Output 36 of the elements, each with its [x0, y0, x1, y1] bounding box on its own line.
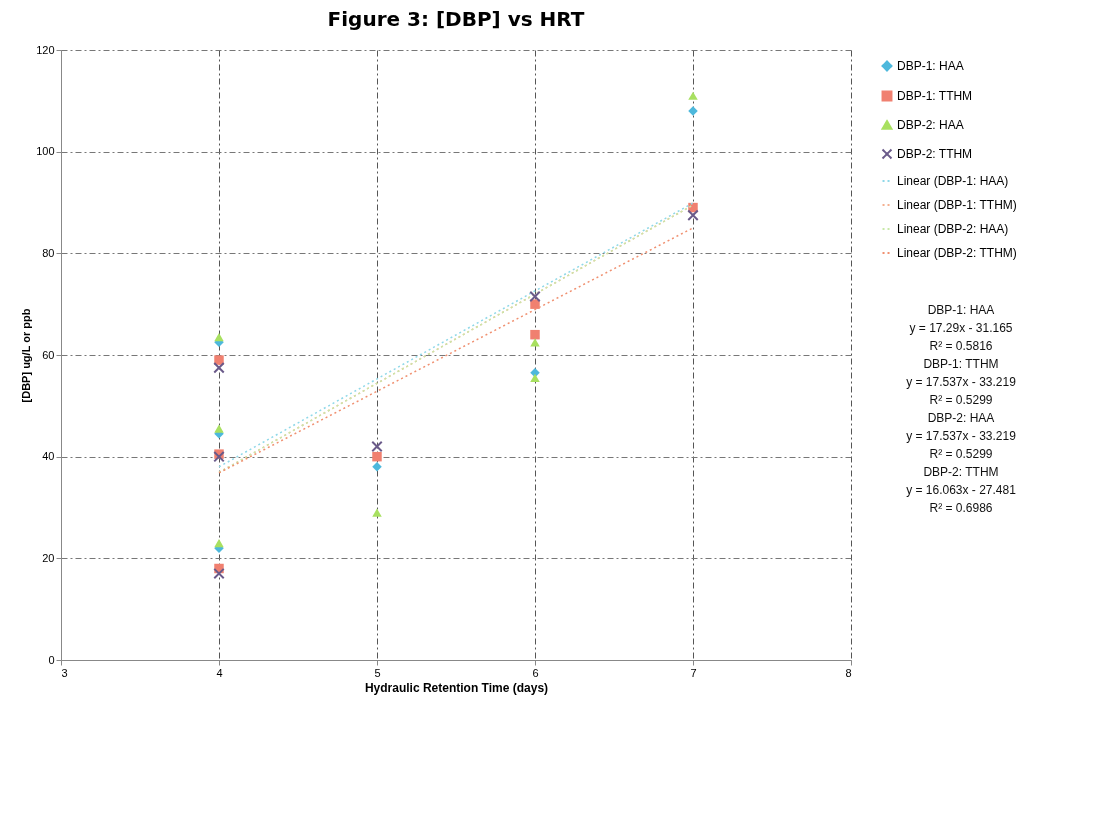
text: R² = 0.5299 — [929, 393, 993, 407]
y-tick-label: 40 — [42, 450, 55, 463]
y-axis-title: [DBP] ug/L or ppb — [20, 308, 33, 403]
legend-label: DBP-2: HAA — [897, 118, 964, 132]
x-axis-title: Hydraulic Retention Time (days) — [364, 680, 549, 695]
chart-title: Figure 3: [DBP] vs HRT — [327, 7, 585, 31]
text: y = 17.537x - 33.219 — [906, 375, 1017, 389]
y-tick-label: 80 — [42, 246, 55, 259]
legend-label: DBP-1: HAA — [897, 59, 964, 73]
legend-label: Linear (DBP-1: TTHM) — [897, 198, 1017, 212]
x-tick-label: 3 — [61, 666, 68, 679]
x-tick-label: 5 — [374, 666, 381, 679]
text: DBP-1: TTHM — [923, 357, 999, 371]
text: y = 17.29x - 31.165 — [909, 321, 1013, 335]
x-tick-label: 4 — [216, 666, 223, 679]
text: DBP-2: HAA — [927, 411, 995, 425]
text: DBP-1: HAA — [927, 303, 995, 317]
x-tick-label: 8 — [845, 666, 852, 679]
legend-label: DBP-1: TTHM — [897, 89, 973, 103]
text: y = 16.063x - 27.481 — [906, 483, 1017, 497]
text: R² = 0.5816 — [929, 339, 993, 353]
legend-label: Linear (DBP-2: HAA) — [897, 222, 1009, 236]
y-tick-label: 60 — [42, 348, 55, 361]
y-tick-label: 20 — [42, 551, 55, 564]
text: DBP-2: TTHM — [923, 465, 999, 479]
text: R² = 0.5299 — [929, 447, 993, 461]
x-tick-label: 7 — [690, 666, 697, 679]
x-tick-label: 6 — [532, 666, 539, 679]
y-tick-label: 100 — [36, 145, 55, 158]
legend-label: Linear (DBP-1: HAA) — [897, 174, 1009, 188]
legend-label: Linear (DBP-2: TTHM) — [897, 246, 1017, 260]
text: R² = 0.6986 — [929, 501, 993, 515]
y-tick-label: 120 — [36, 43, 55, 56]
y-tick-label: 0 — [48, 653, 55, 666]
text: y = 17.537x - 33.219 — [906, 429, 1017, 443]
legend-label: DBP-2: TTHM — [897, 147, 973, 161]
